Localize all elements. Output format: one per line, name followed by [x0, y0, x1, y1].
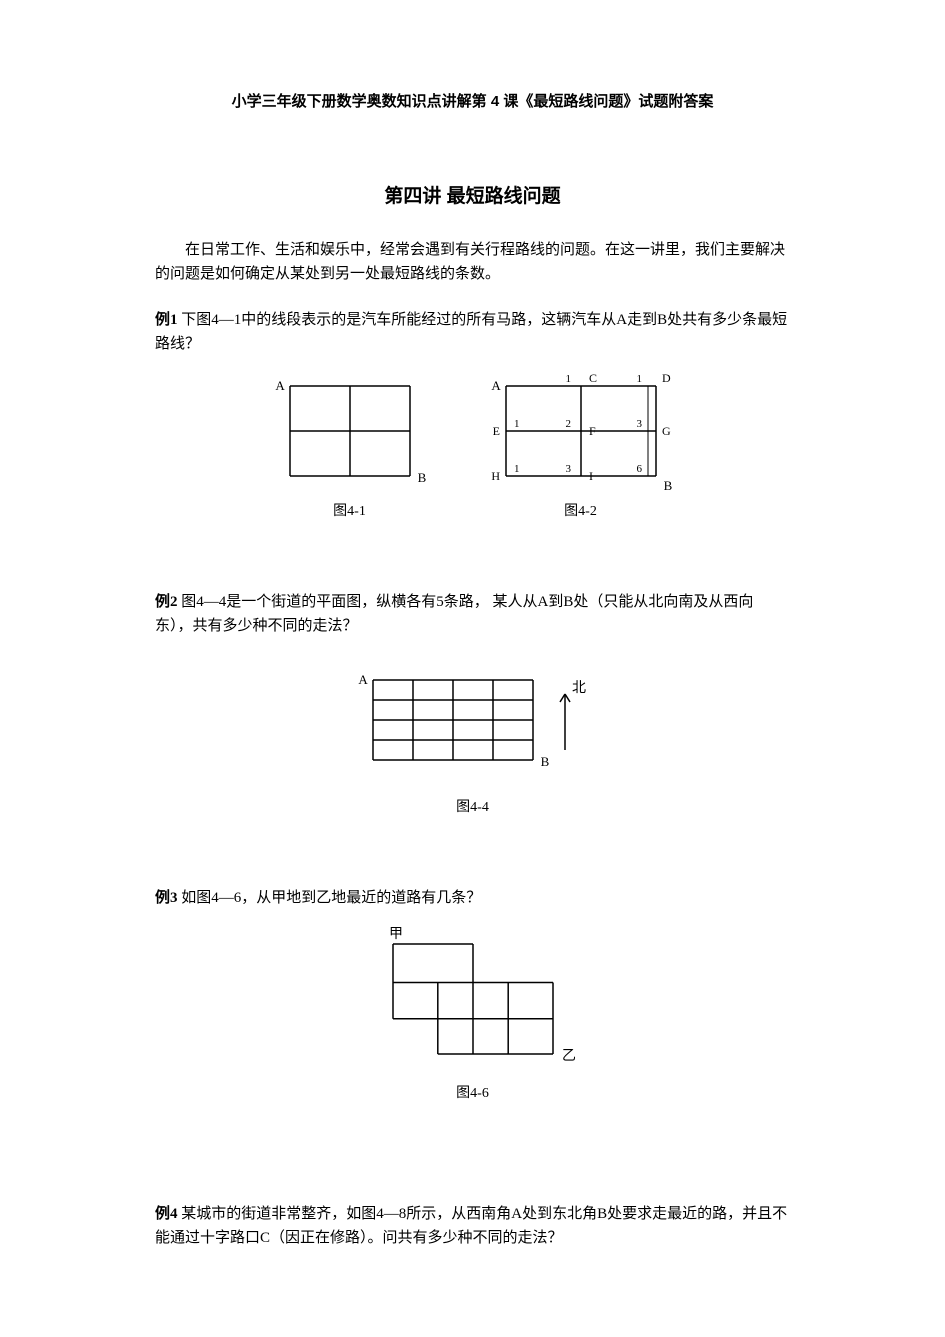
svg-text:2: 2 — [565, 418, 571, 430]
figure-4-1: AB 图4-1 — [272, 368, 428, 520]
example-3-text: 如图4—6，从甲地到乙地最近的道路有几条？ — [178, 890, 482, 906]
example-4-text: 某城市的街道非常整齐，如图4—8所示，从西南角A处到东北角B处要求走最近的路，并… — [155, 1206, 787, 1246]
svg-text:I: I — [589, 469, 593, 483]
svg-text:1: 1 — [514, 418, 520, 430]
figure-4-2-caption: 图4-2 — [564, 500, 597, 520]
figure-4-6-caption: 图4-6 — [456, 1082, 489, 1102]
example-4: 例4 某城市的街道非常整齐，如图4—8所示，从西南角A处到东北角B处要求走最近的… — [155, 1202, 790, 1250]
svg-text:北: 北 — [572, 680, 586, 696]
example-1-text: 下图4—1中的线段表示的是汽车所能经过的所有马路，这辆汽车从A走到B处共有多少条… — [155, 312, 787, 352]
figure-4-2: A B 1 C 1 D E 1 2 F 3 G H 1 3 I 6 图4-2 — [488, 368, 674, 520]
figure-4-4: A B 北 图4-4 — [343, 650, 603, 816]
svg-text:3: 3 — [636, 418, 642, 430]
svg-text:乙: 乙 — [562, 1048, 575, 1064]
svg-text:1: 1 — [565, 373, 571, 385]
figure-4-4-svg: A B 北 — [343, 650, 603, 790]
figure-4-1-svg: AB — [272, 368, 428, 494]
svg-text:A: A — [358, 672, 368, 687]
figure-row-3: 甲乙 图4-6 — [155, 922, 790, 1102]
example-3-label: 例3 — [155, 890, 178, 906]
example-3: 例3 如图4—6，从甲地到乙地最近的道路有几条？ — [155, 886, 790, 910]
svg-text:B: B — [417, 470, 426, 485]
figure-4-2-svg: A B 1 C 1 D E 1 2 F 3 G H 1 3 I 6 — [488, 368, 674, 494]
example-1: 例1 下图4—1中的线段表示的是汽车所能经过的所有马路，这辆汽车从A走到B处共有… — [155, 308, 790, 356]
svg-text:6: 6 — [636, 463, 642, 475]
example-2-label: 例2 — [155, 594, 178, 610]
svg-text:甲: 甲 — [389, 927, 403, 942]
svg-text:1: 1 — [514, 463, 520, 475]
svg-text:G: G — [662, 424, 671, 438]
svg-text:C: C — [589, 371, 597, 385]
svg-text:E: E — [492, 424, 499, 438]
figure-4-4-caption: 图4-4 — [456, 796, 489, 816]
main-title: 第四讲 最短路线问题 — [155, 181, 790, 208]
svg-text:A: A — [275, 378, 285, 393]
figure-row-2: A B 北 图4-4 — [155, 650, 790, 816]
figure-row-1: AB 图4-1 AB1C1DE12F3GH13I6 图4-2 — [155, 368, 790, 520]
svg-text:H: H — [491, 469, 500, 483]
svg-text:F: F — [589, 424, 596, 438]
svg-text:1: 1 — [636, 373, 642, 385]
svg-text:D: D — [662, 371, 671, 385]
example-2: 例2 图4—4是一个街道的平面图，纵横各有5条路， 某人从A到B处（只能从北向南… — [155, 590, 790, 638]
figure-4-6: 甲乙 图4-6 — [371, 922, 575, 1102]
example-2-text: 图4—4是一个街道的平面图，纵横各有5条路， 某人从A到B处（只能从北向南及从西… — [155, 594, 753, 634]
svg-text:B: B — [540, 754, 549, 769]
svg-text:B: B — [663, 478, 672, 493]
page-header-title: 小学三年级下册数学奥数知识点讲解第 4 课《最短路线问题》试题附答案 — [155, 90, 790, 111]
figure-4-6-svg: 甲乙 — [371, 922, 575, 1076]
figure-4-1-caption: 图4-1 — [333, 500, 366, 520]
example-1-label: 例1 — [155, 312, 178, 328]
example-4-label: 例4 — [155, 1206, 178, 1222]
intro-paragraph: 在日常工作、生活和娱乐中，经常会遇到有关行程路线的问题。在这一讲里，我们主要解决… — [155, 238, 790, 286]
svg-text:3: 3 — [565, 463, 571, 475]
svg-text:A: A — [491, 378, 501, 393]
